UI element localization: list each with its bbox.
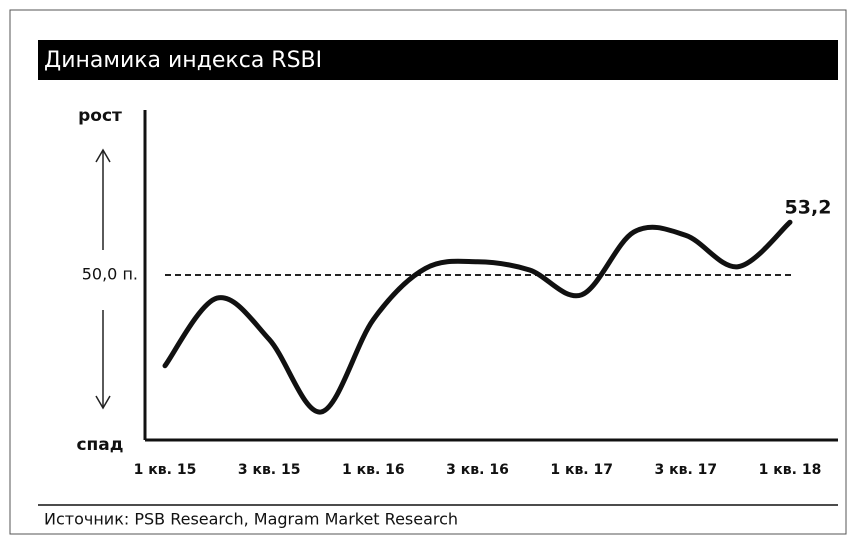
- y-bottom-label: спад: [76, 435, 123, 455]
- x-tick-label: 3 кв. 17: [655, 462, 718, 478]
- x-tick-label: 3 кв. 15: [238, 462, 301, 478]
- chart-title: Динамика индекса RSBI: [44, 48, 322, 73]
- x-tick-label: 1 кв. 15: [134, 462, 197, 478]
- series-line: [162, 219, 793, 415]
- x-tick-label: 1 кв. 18: [759, 462, 822, 478]
- x-tick-label: 3 кв. 16: [446, 462, 509, 478]
- direction-arrows: [95, 148, 111, 410]
- x-tick-label: 1 кв. 16: [342, 462, 405, 478]
- data-label: 53,2: [785, 197, 832, 219]
- title-bar: [38, 40, 838, 80]
- x-tick-label: 1 кв. 17: [550, 462, 613, 478]
- y-top-label: рост: [78, 106, 122, 126]
- frame: [9, 9, 847, 535]
- y-tick-label: 50,0 п.: [82, 265, 138, 284]
- source: Источник: PSB Research, Magram Market Re…: [44, 510, 458, 529]
